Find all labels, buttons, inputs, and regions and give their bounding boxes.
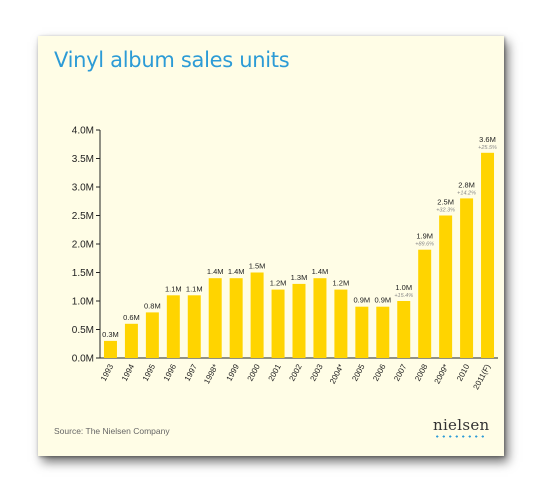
bar <box>418 249 432 358</box>
x-category-label: 1993 <box>99 362 116 382</box>
x-category-label: 2007 <box>392 362 409 382</box>
x-category-label: 2003 <box>308 362 325 382</box>
x-category-label: 2009* <box>433 363 451 386</box>
y-axis-ticks: 0.0M 0.5M 1.0M 1.5M 2.0M 2.5M 3.0M 3.5M 4.0M <box>72 126 100 365</box>
bar <box>355 306 369 358</box>
y-tick-label: 0.0M <box>72 354 94 365</box>
bar-chart: 0.0M 0.5M 1.0M 1.5M 2.0M 2.5M 3.0M 3.5M 4.0M 0.3… <box>72 126 498 391</box>
bar-value-label: 1.4M <box>228 267 245 276</box>
y-tick-label: 1.0M <box>72 297 94 308</box>
bar-value-label: 0.3M <box>102 330 119 339</box>
bar <box>145 312 159 358</box>
bar <box>481 152 495 358</box>
bar <box>229 278 243 358</box>
chart-title: Vinyl album sales units <box>54 48 290 72</box>
bar-growth-label: +14.2% <box>457 190 476 196</box>
bars <box>103 152 495 358</box>
bar-value-label: 3.6M <box>479 135 496 144</box>
bar <box>334 289 348 358</box>
bar-value-label: 1.2M <box>333 279 350 288</box>
x-category-label: 1998* <box>202 363 220 386</box>
bar-value-label: 0.6M <box>123 313 140 322</box>
bar-value-label: 2.8M <box>458 180 475 189</box>
bar <box>376 306 390 358</box>
bar-value-label: 1.4M <box>207 267 224 276</box>
bar-value-labels: 0.3M 0.6M 0.8M 1.1M 1.1M 1.4M 1.4M 1.5M 1.2M 1.3M… <box>102 135 497 339</box>
y-tick-label: 1.5M <box>72 268 94 279</box>
bar-value-label: 1.5M <box>249 262 266 271</box>
x-category-label: 1996 <box>162 362 179 382</box>
bar-value-label: 0.9M <box>353 296 370 305</box>
x-axis-category-labels: 1993 1994 1995 1996 1997 1998* 1999 2000 2001 200… <box>99 362 493 391</box>
x-category-label: 2004* <box>328 363 346 386</box>
bar <box>103 340 117 358</box>
x-category-label: 2006 <box>371 362 388 382</box>
y-tick-label: 3.0M <box>72 183 94 194</box>
x-category-label: 2005 <box>350 362 367 382</box>
y-tick-label: 3.5M <box>72 154 94 165</box>
x-category-label: 2001 <box>267 362 284 382</box>
nielsen-logo: nielsen <box>433 416 490 434</box>
source-note: Source: The Nielsen Company <box>54 426 170 436</box>
bar <box>166 295 180 358</box>
chart-card: Vinyl album sales units 0.0M 0.5M 1.0M 1.5M… <box>38 36 504 456</box>
bar <box>397 301 411 358</box>
bar-value-label: 1.1M <box>186 284 203 293</box>
bar <box>187 295 201 358</box>
bar-value-label: 1.0M <box>395 283 412 292</box>
bar-growth-label: +25.5% <box>478 145 497 151</box>
bar <box>313 278 327 358</box>
x-category-label: 2010 <box>455 362 472 382</box>
x-category-label: 1999 <box>225 362 242 382</box>
bar <box>292 283 306 358</box>
bar-value-label: 1.1M <box>165 284 182 293</box>
x-category-label: 2011(F) <box>471 362 492 391</box>
bar-value-label: 2.5M <box>437 198 454 207</box>
bar <box>439 215 453 358</box>
bar-value-label: 0.9M <box>374 296 391 305</box>
x-category-label: 1997 <box>183 362 200 382</box>
bar <box>460 198 474 358</box>
x-category-label: 2002 <box>287 362 304 382</box>
bar <box>208 278 222 358</box>
bar-growth-label: +32.3% <box>436 208 455 214</box>
bar-value-label: 1.3M <box>291 273 308 282</box>
bar-growth-label: +15.4% <box>394 293 413 299</box>
x-category-label: 1995 <box>141 362 158 382</box>
bar-value-label: 1.4M <box>312 267 329 276</box>
bar <box>271 289 285 358</box>
bar <box>250 272 264 358</box>
y-tick-label: 2.0M <box>72 240 94 251</box>
bar-growth-label: +89.6% <box>415 242 434 248</box>
y-tick-label: 2.5M <box>72 211 94 222</box>
x-category-label: 1994 <box>120 362 137 382</box>
bar-value-label: 0.8M <box>144 301 161 310</box>
y-tick-label: 4.0M <box>72 126 94 137</box>
y-tick-label: 0.5M <box>72 325 94 336</box>
nielsen-logo-dots <box>434 435 486 438</box>
bar <box>124 323 138 358</box>
bar-value-label: 1.9M <box>416 232 433 241</box>
bar-value-label: 1.2M <box>270 279 287 288</box>
x-category-label: 2008 <box>413 362 430 382</box>
x-category-label: 2000 <box>246 362 263 382</box>
